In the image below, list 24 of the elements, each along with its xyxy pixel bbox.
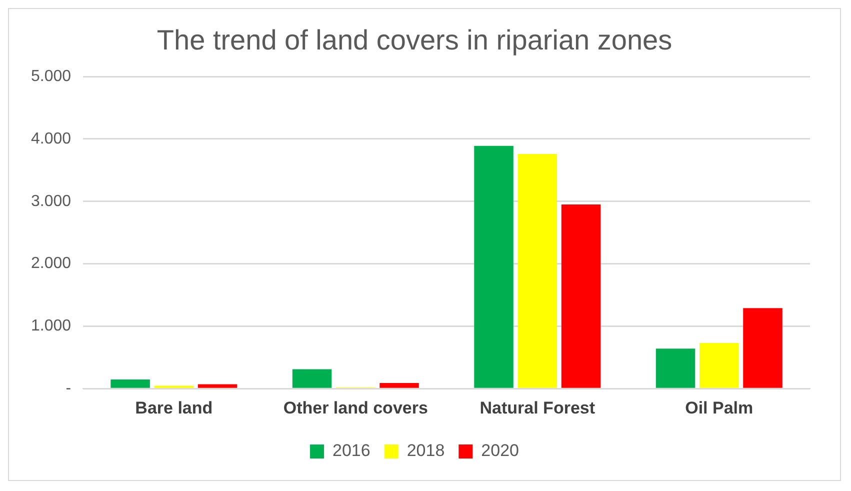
x-tick-label: Bare land [135, 398, 213, 418]
legend-label: 2018 [406, 441, 445, 460]
bar [656, 348, 696, 388]
x-tick-label: Natural Forest [480, 398, 596, 418]
y-tick-label: 2.000 [30, 255, 72, 272]
y-tick-label: 5.000 [30, 68, 72, 86]
bar [743, 308, 782, 388]
bar [198, 384, 238, 388]
y-tick-label: 4.000 [30, 130, 72, 148]
y-tick-label: 1.000 [30, 318, 72, 335]
chart-title: The trend of land covers in riparian zones [156, 24, 672, 56]
bar [292, 369, 332, 388]
y-tick-label: 3.000 [30, 192, 72, 210]
bar [110, 380, 150, 388]
bar [518, 154, 558, 388]
legend-label: 2020 [481, 441, 519, 460]
x-tick-label: Other land covers [283, 398, 428, 418]
bar [474, 146, 514, 388]
legend-label: 2016 [332, 441, 370, 460]
x-tick-label: Oil Palm [685, 398, 754, 418]
bar [380, 382, 419, 388]
y-tick-label: - [66, 380, 72, 398]
bar [561, 204, 601, 388]
bar [700, 343, 739, 388]
